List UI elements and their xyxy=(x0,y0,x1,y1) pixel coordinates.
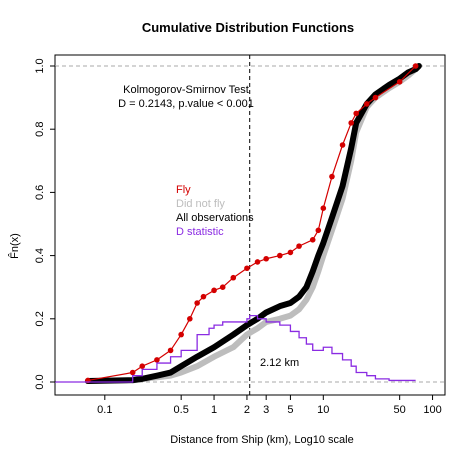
data-point-fly xyxy=(230,274,237,281)
data-point-fly xyxy=(315,227,322,234)
data-point-fly xyxy=(187,316,193,322)
x-tick-label: 2 xyxy=(244,404,250,416)
data-point-fly xyxy=(372,94,379,101)
data-point-fly xyxy=(309,237,316,243)
data-point-fly xyxy=(348,120,354,126)
chart-title: Cumulative Distribution Functions xyxy=(142,20,354,35)
data-point-fly xyxy=(320,205,327,211)
x-tick-label: 1 xyxy=(211,404,217,416)
data-point-fly xyxy=(219,284,226,291)
y-tick-label: 0.2 xyxy=(34,311,46,326)
series-line-all-observations xyxy=(84,63,422,385)
x-tick-label: 5 xyxy=(287,404,293,416)
legend-item-did-not-fly: Did not fly xyxy=(176,198,225,210)
ks-test-result: D = 0.2143, p.value < 0.001 xyxy=(118,98,254,110)
data-point-fly xyxy=(412,63,419,69)
data-point-fly xyxy=(154,357,160,363)
data-point-fly xyxy=(287,249,294,256)
legend-item-d-statistic: D statistic xyxy=(176,226,224,238)
y-tick-label: 0.0 xyxy=(34,374,46,389)
x-tick-label: 10 xyxy=(317,404,329,416)
d-location-label: 2.12 km xyxy=(260,357,299,369)
axes: 0.1 0.5 1 2 3 5 10 50 100 0.0 0.2 0.4 0.6 0.8 1.0 xyxy=(34,58,442,416)
data-point-fly xyxy=(254,259,261,265)
x-axis-title: Distance from Ship (km), Log10 scale xyxy=(170,434,353,446)
data-point-fly xyxy=(363,101,370,107)
data-point-fly xyxy=(139,363,146,370)
data-point-fly xyxy=(167,347,174,354)
data-point-fly xyxy=(339,142,346,148)
series-layer xyxy=(55,63,422,385)
data-point-fly xyxy=(329,173,335,180)
legend-item-fly: Fly xyxy=(176,184,191,196)
data-point-fly xyxy=(263,255,269,262)
data-point-fly xyxy=(200,293,207,300)
legend-item-all-observations: All observations xyxy=(176,212,254,224)
legend: Fly Did not fly All observations D statisti… xyxy=(176,184,254,238)
data-point-fly xyxy=(211,287,217,294)
y-axis-title: F̂n(x) xyxy=(7,233,21,259)
data-point-fly xyxy=(396,79,403,85)
x-tick-label: 100 xyxy=(423,404,441,416)
x-tick-label: 0.5 xyxy=(174,404,189,416)
y-tick-label: 0.6 xyxy=(34,185,46,200)
x-tick-label: 50 xyxy=(394,404,406,416)
data-point-fly xyxy=(296,243,302,249)
data-point-fly xyxy=(244,265,250,272)
x-tick-label: 3 xyxy=(263,404,269,416)
ks-test-title: Kolmogorov-Smirnov Test xyxy=(123,84,249,96)
y-tick-label: 1.0 xyxy=(34,58,46,73)
data-point-fly xyxy=(129,369,136,376)
data-point-fly xyxy=(178,331,184,338)
series-line-d-statistic xyxy=(55,314,416,383)
data-point-fly xyxy=(353,110,359,117)
y-tick-label: 0.4 xyxy=(34,248,46,263)
data-point-fly xyxy=(194,300,200,306)
x-tick-label: 0.1 xyxy=(97,404,112,416)
y-tick-label: 0.8 xyxy=(34,122,46,137)
data-point-fly xyxy=(277,252,283,259)
